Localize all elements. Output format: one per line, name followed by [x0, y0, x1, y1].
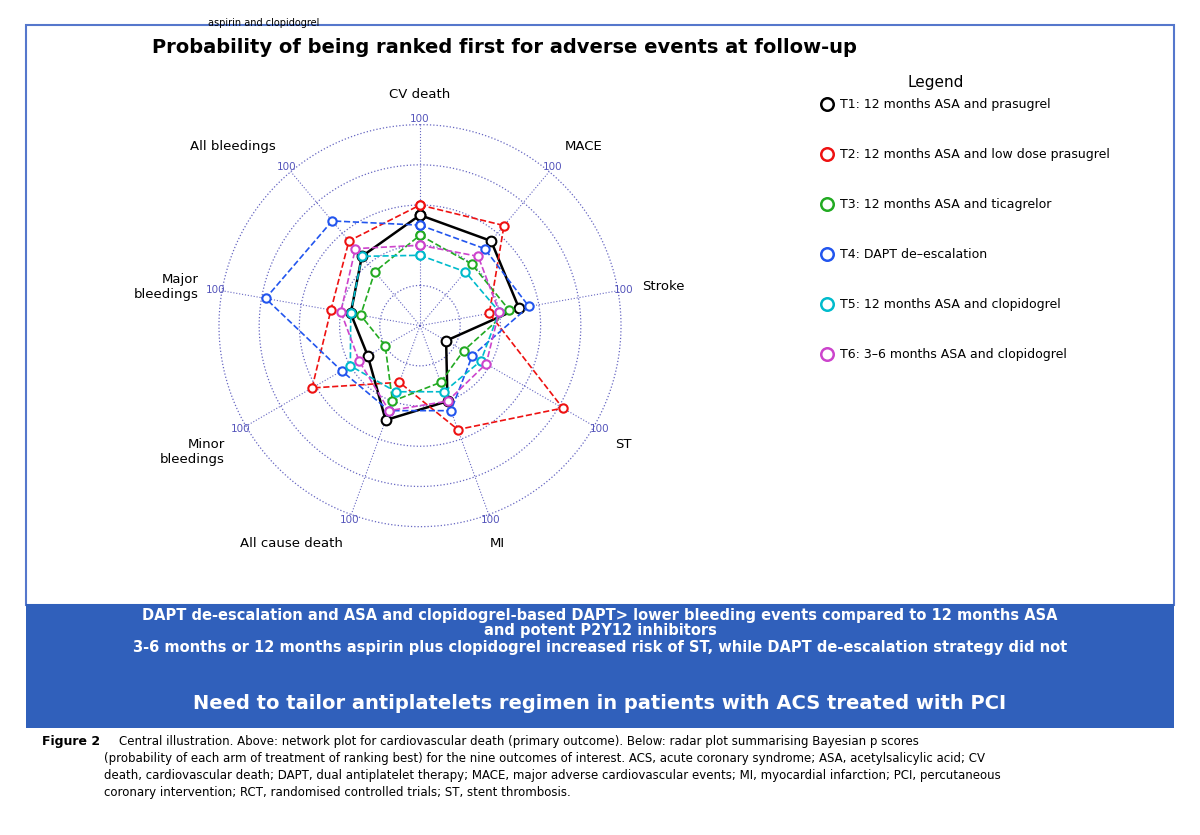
Text: CV death: CV death [389, 88, 451, 100]
Text: ST: ST [614, 438, 631, 451]
Text: 100: 100 [589, 424, 610, 434]
Text: All cause death: All cause death [240, 537, 343, 550]
Text: T6: 3–6 months ASA and clopidogrel: T6: 3–6 months ASA and clopidogrel [840, 348, 1067, 362]
Text: aspirin and clopidogrel: aspirin and clopidogrel [209, 18, 319, 28]
Text: T3: 12 months ASA and ticagrelor: T3: 12 months ASA and ticagrelor [840, 198, 1051, 211]
Text: 100: 100 [340, 515, 359, 525]
Text: 100: 100 [410, 114, 430, 124]
Text: Figure 2: Figure 2 [42, 735, 100, 748]
Text: Need to tailor antiplatelets regimen in patients with ACS treated with PCI: Need to tailor antiplatelets regimen in … [193, 694, 1007, 712]
Text: MACE: MACE [565, 140, 602, 153]
Text: Stroke: Stroke [642, 280, 684, 293]
Text: Probability of being ranked first for adverse events at follow-up: Probability of being ranked first for ad… [151, 38, 857, 57]
Text: 100: 100 [230, 424, 251, 434]
Text: Legend: Legend [908, 75, 964, 90]
Text: T2: 12 months ASA and low dose prasugrel: T2: 12 months ASA and low dose prasugrel [840, 148, 1110, 161]
Text: 3-6 months or 12 months aspirin plus clopidogrel increased risk of ST, while DAP: 3-6 months or 12 months aspirin plus clo… [133, 640, 1067, 655]
Text: T4: DAPT de–escalation: T4: DAPT de–escalation [840, 248, 988, 261]
Text: T1: 12 months ASA and prasugrel: T1: 12 months ASA and prasugrel [840, 98, 1051, 111]
Text: 100: 100 [277, 162, 296, 172]
Text: Minor
bleedings: Minor bleedings [160, 438, 226, 466]
Text: 100: 100 [544, 162, 563, 172]
Text: 100: 100 [614, 285, 634, 295]
Text: and potent P2Y12 inhibitors: and potent P2Y12 inhibitors [484, 623, 716, 638]
Text: T5: 12 months ASA and clopidogrel: T5: 12 months ASA and clopidogrel [840, 298, 1061, 311]
Text: Major
bleedings: Major bleedings [133, 272, 198, 301]
Text: 100: 100 [206, 285, 226, 295]
Text: DAPT de-escalation and ASA and clopidogrel-based DAPT> lower bleeding events com: DAPT de-escalation and ASA and clopidogr… [143, 608, 1057, 623]
Text: MI: MI [490, 537, 504, 550]
Text: Central illustration. Above: network plot for cardiovascular death (primary outc: Central illustration. Above: network plo… [104, 735, 1001, 799]
Text: All bleedings: All bleedings [190, 140, 275, 153]
Text: 100: 100 [481, 515, 500, 525]
